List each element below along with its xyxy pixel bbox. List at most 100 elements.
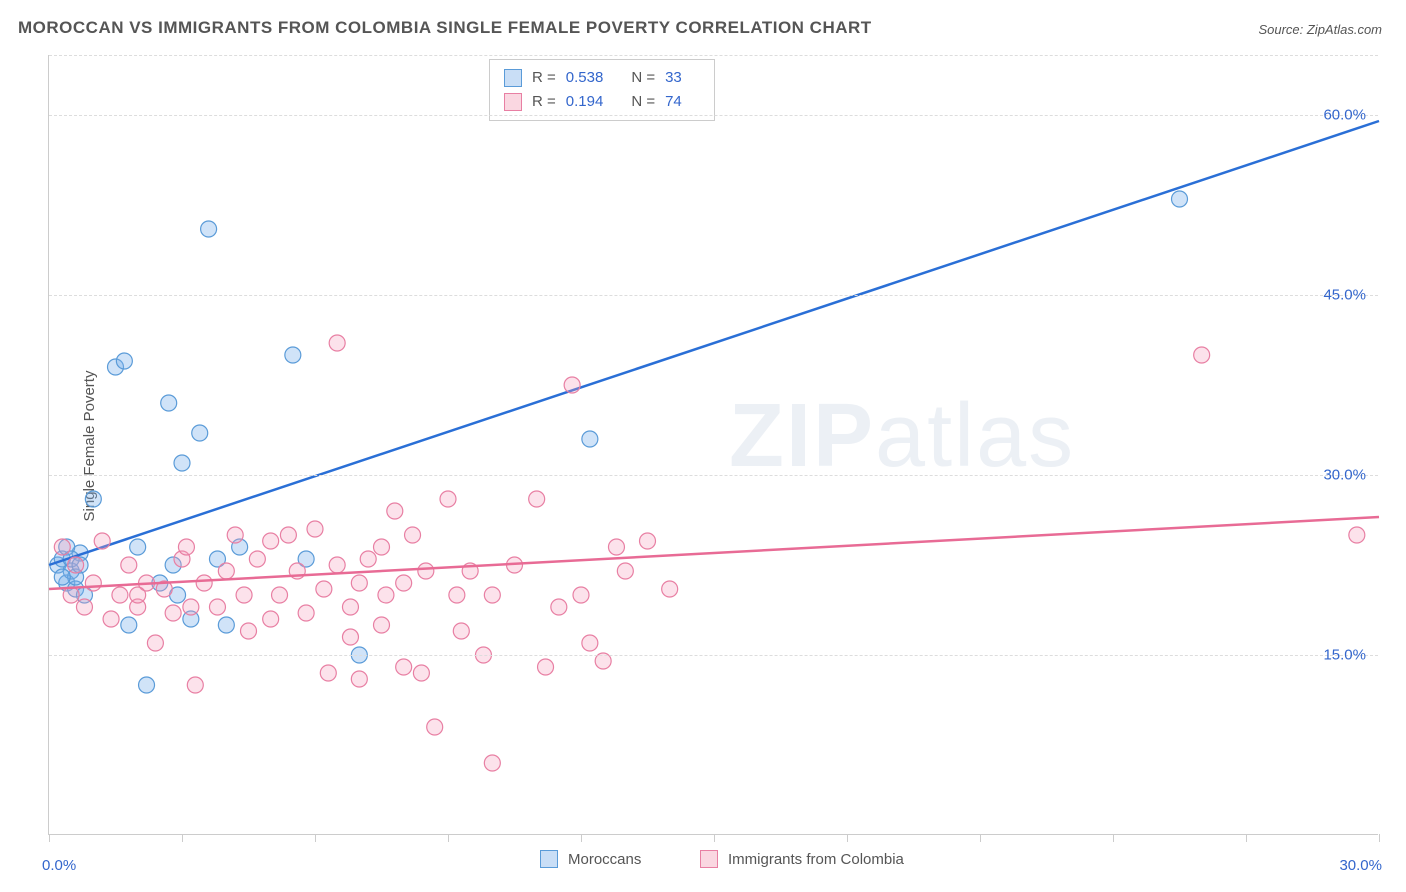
chart-title: MOROCCAN VS IMMIGRANTS FROM COLOMBIA SIN… <box>18 18 872 38</box>
data-point <box>316 581 332 597</box>
data-point <box>351 575 367 591</box>
x-tick-label: 0.0% <box>42 857 76 874</box>
data-point <box>608 539 624 555</box>
data-point <box>413 665 429 681</box>
data-point <box>183 599 199 615</box>
x-tick <box>182 834 183 842</box>
data-point <box>640 533 656 549</box>
data-point <box>617 563 633 579</box>
data-point <box>147 635 163 651</box>
data-point <box>54 569 70 585</box>
data-point <box>484 755 500 771</box>
data-point <box>121 617 137 633</box>
data-point <box>573 587 589 603</box>
data-point <box>121 557 137 573</box>
data-point <box>440 491 456 507</box>
data-point <box>139 677 155 693</box>
data-point <box>329 335 345 351</box>
data-point <box>249 551 265 567</box>
data-point <box>218 617 234 633</box>
x-tick <box>315 834 316 842</box>
data-point <box>241 623 257 639</box>
n-value: 74 <box>665 90 682 114</box>
x-tick <box>714 834 715 842</box>
n-label: N = <box>631 66 655 90</box>
swatch-icon <box>700 850 718 868</box>
data-point <box>564 377 580 393</box>
r-label: R = <box>532 66 556 90</box>
data-point <box>662 581 678 597</box>
swatch-icon <box>540 850 558 868</box>
data-point <box>427 719 443 735</box>
data-point <box>1194 347 1210 363</box>
gridline <box>49 655 1378 656</box>
source-label: Source: ZipAtlas.com <box>1258 22 1382 37</box>
x-tick <box>1113 834 1114 842</box>
data-point <box>582 431 598 447</box>
r-value: 0.538 <box>566 66 604 90</box>
x-tick <box>581 834 582 842</box>
series-legend-1: Moroccans <box>540 850 641 868</box>
series-label: Moroccans <box>568 851 641 868</box>
data-point <box>405 527 421 543</box>
r-value: 0.194 <box>566 90 604 114</box>
data-point <box>342 629 358 645</box>
data-point <box>342 599 358 615</box>
gridline <box>49 475 1378 476</box>
legend-row: R = 0.538 N = 33 <box>504 66 700 90</box>
data-point <box>178 539 194 555</box>
swatch-icon <box>504 93 522 111</box>
data-point <box>529 491 545 507</box>
data-point <box>85 575 101 591</box>
plot-area: ZIPatlas R = 0.538 N = 33 R = 0.194 N = … <box>48 55 1378 835</box>
gridline <box>49 115 1378 116</box>
data-point <box>538 659 554 675</box>
x-tick <box>1246 834 1247 842</box>
y-tick-label: 30.0% <box>1323 467 1366 484</box>
legend-row: R = 0.194 N = 74 <box>504 90 700 114</box>
series-label: Immigrants from Colombia <box>728 851 904 868</box>
data-point <box>196 575 212 591</box>
data-point <box>396 659 412 675</box>
data-point <box>218 563 234 579</box>
data-point <box>329 557 345 573</box>
data-point <box>112 587 128 603</box>
data-point <box>192 425 208 441</box>
data-point <box>209 599 225 615</box>
gridline <box>49 55 1378 56</box>
data-point <box>320 665 336 681</box>
x-tick <box>980 834 981 842</box>
r-label: R = <box>532 90 556 114</box>
series-legend-2: Immigrants from Colombia <box>700 850 904 868</box>
y-tick-label: 15.0% <box>1323 647 1366 664</box>
data-point <box>374 617 390 633</box>
data-point <box>272 587 288 603</box>
x-tick <box>49 834 50 842</box>
data-point <box>418 563 434 579</box>
y-tick-label: 45.0% <box>1323 287 1366 304</box>
data-point <box>236 587 252 603</box>
data-point <box>116 353 132 369</box>
data-point <box>1349 527 1365 543</box>
gridline <box>49 295 1378 296</box>
data-point <box>374 539 390 555</box>
data-point <box>187 677 203 693</box>
data-point <box>68 557 84 573</box>
data-point <box>201 221 217 237</box>
data-point <box>484 587 500 603</box>
data-point <box>130 587 146 603</box>
data-point <box>227 527 243 543</box>
trend-line <box>49 121 1379 565</box>
data-point <box>94 533 110 549</box>
trend-line <box>49 517 1379 589</box>
stats-legend: R = 0.538 N = 33 R = 0.194 N = 74 <box>489 59 715 121</box>
data-point <box>165 605 181 621</box>
data-point <box>280 527 296 543</box>
data-point <box>285 347 301 363</box>
data-point <box>396 575 412 591</box>
data-point <box>174 455 190 471</box>
data-point <box>378 587 394 603</box>
x-tick-label: 30.0% <box>1339 857 1382 874</box>
data-point <box>103 611 119 627</box>
data-point <box>85 491 101 507</box>
